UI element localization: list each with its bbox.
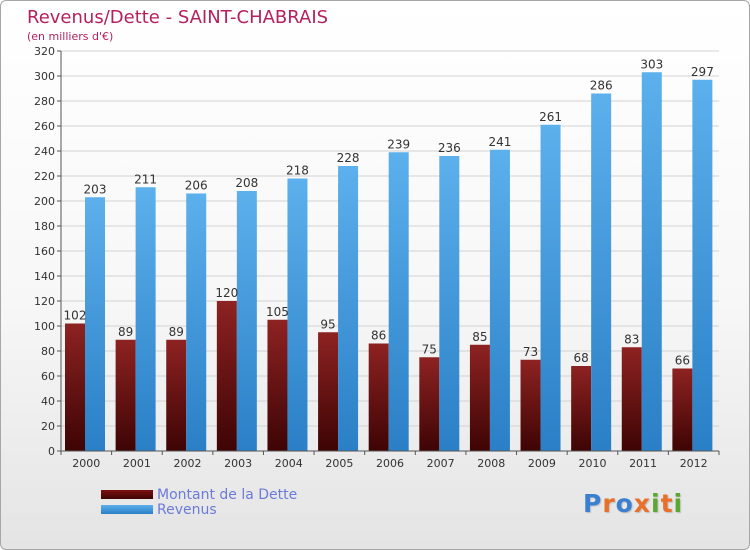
data-label: 102	[64, 309, 87, 323]
x-tick-label: 2010	[578, 457, 606, 470]
data-label: 105	[266, 305, 289, 319]
bar-dette	[571, 366, 592, 451]
y-tick-label: 300	[34, 70, 55, 83]
bar-revenus	[287, 178, 308, 451]
y-tick-label: 200	[34, 195, 55, 208]
bar-revenus	[439, 156, 460, 451]
data-label: 85	[472, 330, 487, 344]
data-label: 286	[590, 79, 613, 93]
y-tick-label: 40	[41, 395, 55, 408]
bar-dette	[65, 323, 85, 451]
legend-label-debt: Montant de la Dette	[157, 487, 298, 503]
data-label: 83	[624, 332, 639, 346]
bar-dette	[115, 339, 136, 451]
y-tick-label: 260	[34, 120, 55, 133]
bar-revenus	[85, 197, 105, 451]
data-label: 203	[84, 182, 107, 196]
x-tick-label: 2001	[123, 457, 151, 470]
legend-swatch-revenus	[101, 505, 153, 514]
x-tick-label: 2012	[680, 457, 708, 470]
bar-dette	[672, 368, 693, 451]
data-label: 206	[185, 179, 208, 193]
data-label: 297	[691, 65, 714, 79]
bar-dette	[318, 332, 339, 451]
logo-letter: t	[660, 489, 674, 518]
data-label: 239	[387, 137, 410, 151]
bar-revenus	[692, 79, 713, 451]
y-tick-label: 220	[34, 170, 55, 183]
data-label: 120	[215, 286, 238, 300]
bar-revenus	[388, 152, 409, 451]
bar-dette	[216, 301, 237, 451]
data-label: 218	[286, 164, 309, 178]
logo-letter: o	[615, 489, 634, 518]
y-tick-label: 140	[34, 270, 55, 283]
x-tick-label: 2008	[477, 457, 505, 470]
bar-revenus	[135, 187, 156, 451]
bar-revenus	[591, 93, 612, 451]
data-label: 89	[169, 325, 184, 339]
y-tick-label: 0	[48, 445, 55, 458]
legend-label-revenus: Revenus	[157, 502, 217, 518]
y-tick-label: 160	[34, 245, 55, 258]
y-tick-label: 100	[34, 320, 55, 333]
x-tick-label: 2005	[325, 457, 353, 470]
y-tick-label: 60	[41, 370, 55, 383]
data-label: 261	[539, 110, 562, 124]
logo-letter: P	[583, 489, 603, 518]
data-label: 89	[118, 325, 133, 339]
y-tick-label: 20	[41, 420, 55, 433]
bar-dette	[166, 339, 187, 451]
y-tick-label: 240	[34, 145, 55, 158]
x-tick-label: 2006	[376, 457, 404, 470]
bar-dette	[267, 319, 288, 451]
data-label: 211	[134, 172, 157, 186]
legend-swatch-debt	[101, 490, 153, 499]
bar-dette	[368, 343, 389, 451]
data-label: 208	[235, 176, 258, 190]
bar-revenus	[489, 149, 510, 451]
data-label: 75	[422, 342, 437, 356]
bar-dette	[621, 347, 642, 451]
y-tick-label: 120	[34, 295, 55, 308]
chart-subtitle: (en milliers d'€)	[27, 30, 114, 43]
bar-dette	[469, 344, 490, 451]
bar-dette	[419, 357, 440, 451]
x-tick-label: 2009	[528, 457, 556, 470]
data-label: 68	[574, 351, 589, 365]
data-label: 86	[371, 329, 386, 343]
logo-letter: i	[673, 489, 684, 518]
x-tick-label: 2003	[224, 457, 252, 470]
y-tick-label: 180	[34, 220, 55, 233]
y-tick-label: 80	[41, 345, 55, 358]
chart-title: Revenus/Dette - SAINT-CHABRAIS	[27, 7, 329, 28]
bar-revenus	[236, 191, 257, 451]
bar-revenus	[338, 166, 359, 451]
data-label: 241	[488, 135, 511, 149]
x-tick-label: 2007	[427, 457, 455, 470]
x-tick-label: 2000	[72, 457, 100, 470]
data-label: 303	[640, 57, 663, 71]
data-label: 73	[523, 345, 538, 359]
x-tick-label: 2002	[174, 457, 202, 470]
x-tick-label: 2004	[275, 457, 303, 470]
data-label: 66	[675, 354, 690, 368]
y-tick-label: 320	[34, 45, 55, 58]
data-label: 236	[438, 141, 461, 155]
y-tick-label: 280	[34, 95, 55, 108]
bar-dette	[520, 359, 541, 451]
bar-revenus	[540, 124, 561, 451]
logo-letter: x	[633, 489, 651, 518]
x-tick-label: 2011	[629, 457, 657, 470]
logo-letter: r	[602, 489, 616, 518]
proxiti-logo: Proxiti	[583, 489, 683, 518]
data-label: 228	[337, 151, 360, 165]
bar-revenus	[641, 72, 662, 451]
bar-revenus	[186, 193, 207, 451]
logo-letter: i	[651, 489, 661, 518]
data-label: 95	[320, 317, 335, 331]
